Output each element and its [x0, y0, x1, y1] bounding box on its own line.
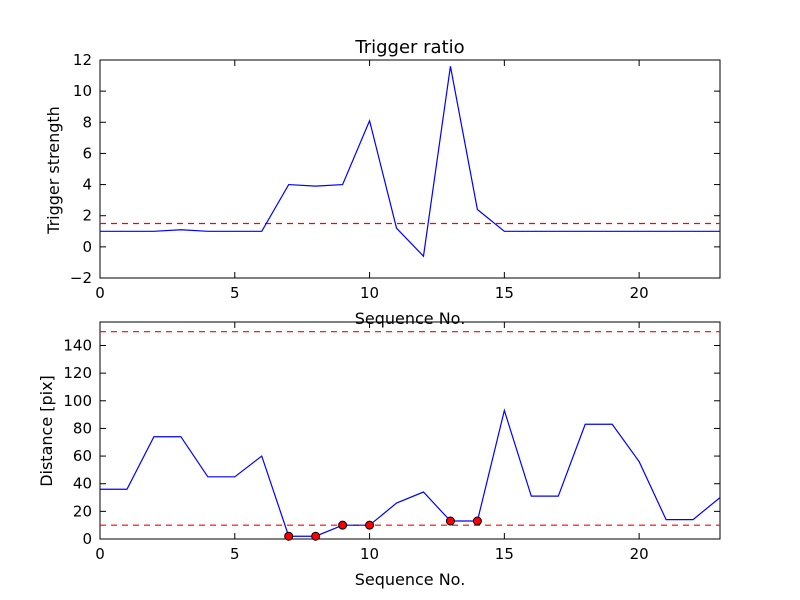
trigger-ratio-x-tick-label: 20 [630, 284, 649, 302]
distance-y-axis-label: Distance [pix] [37, 375, 56, 487]
distance-x-tick-label: 0 [95, 545, 105, 563]
distance-marker-point [365, 520, 375, 530]
trigger-ratio-x-tick-label: 5 [230, 284, 240, 302]
distance-series-line [100, 408, 720, 537]
distance-y-tick-label: 0 [82, 530, 92, 548]
trigger-ratio-data-layer [100, 66, 720, 258]
distance-marker-point [338, 520, 348, 530]
trigger-ratio-panel: Trigger ratio Sequence No. Trigger stren… [44, 37, 721, 328]
trigger-ratio-title: Trigger ratio [354, 37, 464, 58]
trigger-ratio-x-axis-label: Sequence No. [355, 309, 466, 328]
distance-x-tick-label: 10 [360, 545, 379, 563]
distance-marker-point [472, 516, 482, 526]
trigger-ratio-y-tick-label: 0 [82, 238, 92, 256]
distance-x-tick-label: 20 [630, 545, 649, 563]
distance-x-tick-label: 5 [230, 545, 240, 563]
distance-y-tick-label: 80 [73, 419, 92, 437]
trigger-ratio-x-tick-label: 0 [95, 284, 105, 302]
distance-marker-point [284, 531, 294, 541]
trigger-ratio-y-tick-label: 2 [82, 207, 92, 225]
distance-y-tick-label: 40 [73, 475, 92, 493]
trigger-ratio-y-tick-label: 6 [82, 144, 92, 162]
trigger-ratio-y-tick-label: −2 [70, 269, 92, 287]
distance-y-tick-label: 140 [63, 336, 92, 354]
distance-y-tick-label: 60 [73, 447, 92, 465]
trigger-ratio-series-line [100, 66, 720, 258]
distance-x-axis-label: Sequence No. [355, 570, 466, 589]
distance-panel: Sequence No. Distance [pix] 0 5 10 15 20 0 20 4… [37, 321, 721, 589]
trigger-ratio-x-tick-label: 10 [360, 284, 379, 302]
distance-y-tick-label: 120 [63, 364, 92, 382]
distance-x-tick-label: 15 [495, 545, 514, 563]
distance-plot-frame [99, 321, 721, 540]
distance-y-tick-label: 100 [63, 392, 92, 410]
distance-marker-point [445, 516, 455, 526]
distance-marker-point [311, 531, 321, 541]
trigger-ratio-y-tick-label: 12 [73, 51, 92, 69]
distance-data-layer [100, 331, 720, 537]
trigger-ratio-y-tick-label: 8 [82, 113, 92, 131]
trigger-ratio-plot-frame [99, 59, 721, 279]
trigger-ratio-y-tick-label: 4 [82, 176, 92, 194]
trigger-ratio-y-tick-label: 10 [73, 82, 92, 100]
trigger-ratio-x-tick-label: 15 [495, 284, 514, 302]
trigger-ratio-y-axis-label: Trigger strength [44, 106, 63, 235]
distance-y-tick-label: 20 [73, 502, 92, 520]
